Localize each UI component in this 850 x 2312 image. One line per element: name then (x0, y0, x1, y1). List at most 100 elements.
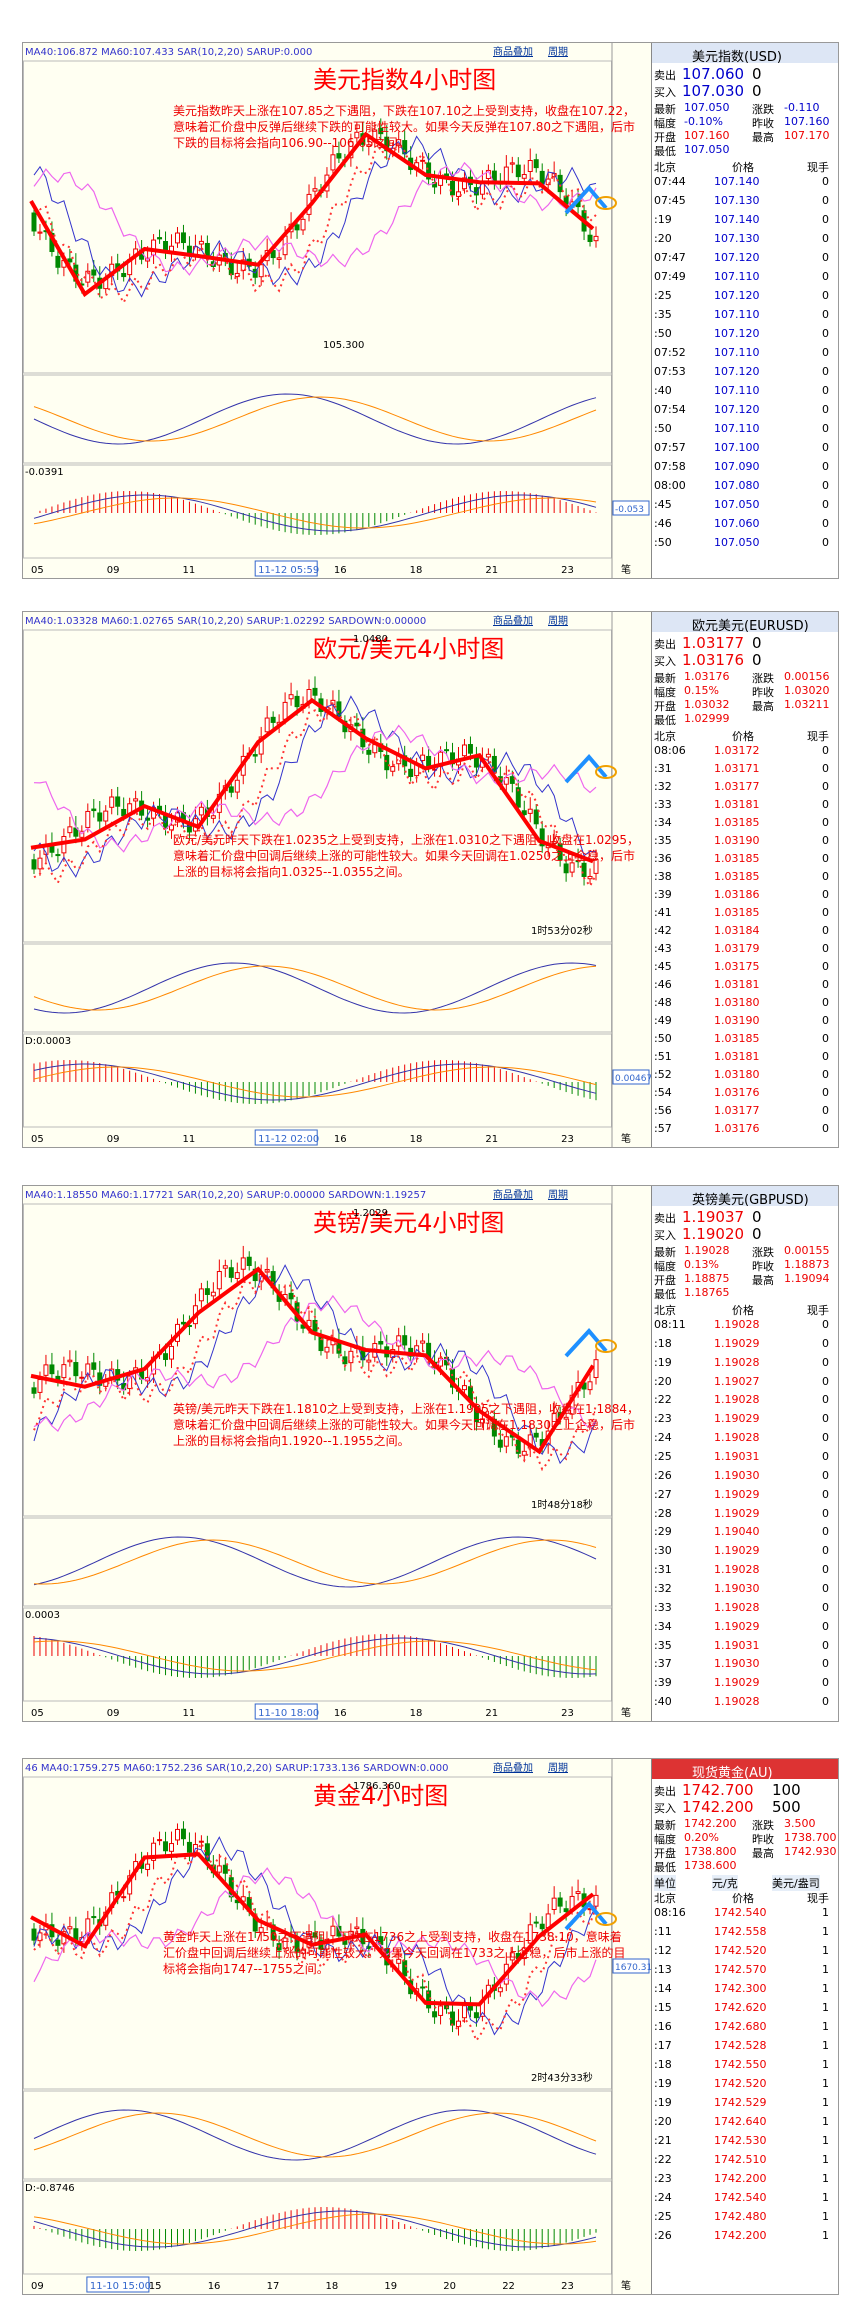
candle-body (270, 716, 276, 723)
tick-cell: 1.03177 (714, 1104, 760, 1117)
tick-cell: :50 (654, 1032, 672, 1045)
x-axis-label: 16 (334, 1708, 347, 1719)
tick-cell: 1.19028 (714, 1431, 760, 1445)
quote-stat: 1742.930 (784, 1845, 837, 1858)
price-label: 105.300 (323, 340, 364, 351)
timer-label: 1时53分02秒 (531, 924, 593, 937)
tick-cell: :43 (654, 942, 672, 955)
tick-cell: 0 (822, 1318, 829, 1331)
candle-body (264, 717, 270, 733)
toolbar-button: 商品叠加 (493, 45, 533, 58)
tick-table-header: 价格 (732, 161, 754, 174)
x-axis-label: 22 (502, 2281, 515, 2292)
tick-cell: :50 (654, 536, 672, 549)
x-axis-label: 18 (410, 565, 423, 576)
candle-body (169, 1345, 174, 1360)
candle-body (103, 810, 109, 822)
candle-body (473, 2012, 479, 2019)
tick-cell: 0 (822, 479, 829, 492)
indicator-curve (33, 494, 597, 532)
forecast-arrow (564, 1327, 608, 1358)
tick-cell: 0 (822, 175, 829, 188)
tick-cell: 0 (822, 1412, 829, 1426)
tick-cell: 1742.570 (714, 1963, 767, 1976)
tick-cell: 0 (822, 924, 829, 937)
tick-cell: 0 (822, 1676, 829, 1690)
quote-sell-price: 1.03177 (682, 634, 745, 652)
candle-body (210, 1291, 216, 1297)
marker-circle (595, 196, 617, 210)
candle-body (527, 808, 533, 814)
tick-cell: :23 (654, 1412, 672, 1426)
tick-cell: 0 (822, 1487, 829, 1501)
tick-cell: 07:49 (654, 270, 686, 283)
footer-tab: 笔 (621, 1132, 631, 1145)
quote-stat: -0.110 (784, 101, 820, 114)
indicator-curve (33, 135, 597, 298)
candle-body (294, 224, 300, 231)
tick-cell: :29 (654, 1525, 672, 1539)
tick-table-header: 价格 (732, 730, 754, 743)
tick-cell: 0 (822, 346, 829, 359)
annotation-box: 英镑/美元昨天下跌在1.1810之上受到支持，上涨在1.1905之下遇阻，收盘在… (173, 1402, 639, 1448)
candle-body (186, 1841, 192, 1853)
candle-body (234, 779, 240, 793)
tick-cell: 1742.540 (714, 2191, 767, 2204)
candle-body (545, 178, 551, 186)
tick-cell: 1.03180 (714, 1068, 760, 1081)
unit-option: 美元/盎司 (772, 1875, 820, 1891)
tick-cell: 08:00 (654, 479, 686, 492)
x-axis-label: 05 (31, 565, 44, 576)
quote-stat: 1738.800 (684, 1845, 737, 1858)
x-axis-label: 09 (107, 1134, 120, 1145)
candle-body (461, 2005, 467, 2019)
chart-panel: MA40:1.03328 MA60:1.02765 SAR(10,2,20) S… (22, 611, 839, 1148)
candle-body (420, 1986, 426, 1989)
tick-cell: :21 (654, 2134, 672, 2147)
candle-body (396, 1958, 402, 1964)
candle-body (563, 863, 569, 874)
indicator-curve (33, 161, 597, 276)
indicator-curve (33, 396, 597, 442)
quote-stat: 0.20% (684, 1831, 719, 1844)
candle-body (438, 2005, 444, 2016)
x-axis-label: 23 (561, 565, 574, 576)
tick-cell: 1 (822, 2210, 829, 2223)
candle-body (174, 232, 180, 244)
tick-cell: 0 (822, 194, 829, 207)
candle-body (73, 1362, 79, 1377)
candle-body (366, 1359, 372, 1363)
toolbar-button: 商品叠加 (493, 614, 533, 627)
cursor-time-box (254, 1129, 318, 1146)
tick-cell: :31 (654, 762, 672, 775)
indicator-curve (33, 497, 597, 529)
quote-stat: 涨跌 (752, 103, 774, 116)
chart-title: 美元指数4小时图 (313, 66, 496, 94)
indicator-curve (33, 695, 597, 878)
tick-cell: 1.03181 (714, 978, 760, 991)
tick-cell: 07:57 (654, 441, 686, 454)
tick-cell: 0 (822, 1506, 829, 1520)
indicator-curve (33, 700, 597, 888)
tick-cell: 1.19029 (714, 1336, 760, 1350)
candle-body (145, 1863, 151, 1870)
quote-name: 美元指数(USD) (692, 50, 782, 65)
candle-body (180, 1828, 186, 1840)
tick-cell: :27 (654, 1487, 672, 1501)
quote-header-bg (652, 612, 838, 632)
side-label-box (612, 1069, 650, 1085)
x-axis-label: 18 (410, 1708, 423, 1719)
tick-cell: 107.140 (714, 213, 760, 226)
tick-cell: 0 (822, 1355, 829, 1369)
quote-stat: 1738.700 (784, 1831, 837, 1844)
forecast-arrow (564, 753, 608, 784)
candle-body (503, 777, 509, 785)
candle-body (288, 1292, 294, 1300)
indicator-curve (33, 2213, 597, 2245)
tick-cell: :46 (654, 517, 672, 530)
tick-cell: 0 (822, 498, 829, 511)
tick-cell: 0 (822, 1657, 829, 1671)
candle-body (282, 1937, 288, 1950)
candle-body (91, 1916, 97, 1919)
